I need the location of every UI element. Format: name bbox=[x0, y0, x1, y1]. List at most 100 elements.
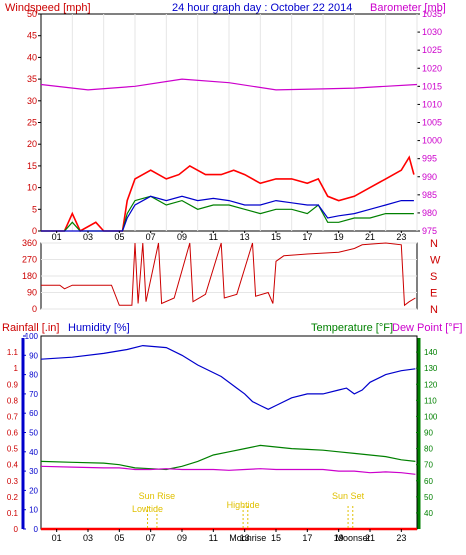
direction-tick-label: 270 bbox=[22, 255, 37, 265]
rain-tick-label: 0.3 bbox=[7, 477, 19, 486]
barometer-tick-label: 1020 bbox=[422, 63, 442, 73]
rain-tick-label: 0.5 bbox=[7, 445, 19, 454]
humidity-tick-label: 20 bbox=[29, 486, 38, 495]
wind-tick-label: 35 bbox=[27, 74, 37, 84]
barometer-tick-label: 1035 bbox=[422, 9, 442, 19]
climate-x-tick-label: 21 bbox=[365, 533, 375, 543]
wind-x-tick-label: 07 bbox=[146, 232, 156, 242]
temperature-line bbox=[40, 444, 416, 471]
rain-axis-label: Rainfall [.in] bbox=[2, 322, 59, 334]
wind-tick-label: 5 bbox=[32, 204, 37, 214]
rain-tick-label: 0.8 bbox=[7, 396, 19, 405]
barometer-tick-label: 990 bbox=[422, 172, 437, 182]
barometer-tick-label: 1000 bbox=[422, 136, 442, 146]
direction-series bbox=[41, 242, 416, 307]
climate-x-tick-label: 17 bbox=[302, 533, 312, 543]
climate-x-tick-label: 11 bbox=[209, 533, 218, 543]
wind-tick-label: 40 bbox=[27, 52, 37, 62]
wind-x-ticks: 01 03 05 07 09 11 13 15 17 19 21 23 bbox=[52, 231, 406, 242]
wind-y-ticks: 0 5 10 15 20 25 30 35 40 45 50 bbox=[27, 9, 41, 236]
humidity-tick-label: 90 bbox=[29, 351, 38, 360]
barometer-tick-label: 1005 bbox=[422, 118, 442, 128]
wind-tick-label: 15 bbox=[27, 161, 37, 171]
climate-x-tick-label: 13 bbox=[240, 533, 250, 543]
wind-axis-label: Windspeed [mph] bbox=[5, 2, 91, 14]
direction-compass-label: N bbox=[430, 304, 438, 316]
wind-tick-label: 45 bbox=[27, 31, 37, 41]
wind-x-tick-label: 05 bbox=[114, 232, 124, 242]
temperature-tick-label: 60 bbox=[424, 477, 433, 486]
humidity-tick-label: 10 bbox=[29, 506, 38, 515]
climate-plot-area bbox=[40, 335, 418, 530]
annotation-label: Hightide bbox=[227, 500, 260, 510]
wind-tick-label: 20 bbox=[27, 139, 37, 149]
barometer-y-ticks: 975 980 985 990 995 1000 1005 1010 1015 1020 1025 1… bbox=[417, 9, 442, 236]
humidity-tick-label: 40 bbox=[29, 448, 38, 457]
temperature-y-ticks: 40 50 60 70 80 90 100 110 120 130 140 bbox=[416, 348, 438, 518]
wind-tick-label: 0 bbox=[32, 226, 37, 236]
rain-tick-label: 0.2 bbox=[7, 493, 19, 502]
temperature-tick-label: 100 bbox=[424, 412, 438, 421]
wind-gridlines bbox=[71, 14, 418, 231]
annotation-label: Sun Rise bbox=[139, 491, 176, 501]
direction-compass-label: N bbox=[430, 238, 438, 250]
humidity-tick-label: 50 bbox=[29, 429, 38, 438]
rain-tick-label: 1 bbox=[14, 364, 19, 373]
wind-x-tick-label: 09 bbox=[177, 232, 187, 242]
temperature-tick-label: 140 bbox=[424, 348, 438, 357]
barometer-line bbox=[40, 78, 418, 91]
direction-compass-label: E bbox=[430, 288, 437, 300]
temperature-tick-label: 50 bbox=[424, 493, 433, 502]
climate-x-tick-label: 05 bbox=[114, 533, 124, 543]
temperature-tick-label: 80 bbox=[424, 445, 433, 454]
climate-x-ticks: 01 03 05 07 09 11 13 15 17 19 21 23 bbox=[52, 529, 406, 543]
barometer-tick-label: 995 bbox=[422, 154, 437, 164]
rain-tick-label: 0.6 bbox=[7, 429, 19, 438]
annotation-label: Moonrise bbox=[229, 533, 266, 543]
humidity-line bbox=[40, 344, 416, 410]
humidity-tick-label: 100 bbox=[25, 332, 39, 341]
barometer-tick-label: 1025 bbox=[422, 45, 442, 55]
barometer-tick-label: 980 bbox=[422, 208, 437, 218]
rain-tick-label: 1.1 bbox=[7, 348, 19, 357]
barometer-tick-label: 985 bbox=[422, 190, 437, 200]
climate-panel: Rainfall [.in] Humidity [%] Temperature … bbox=[2, 322, 462, 543]
rain-tick-label: 0.9 bbox=[7, 380, 19, 389]
barometer-tick-label: 975 bbox=[422, 226, 437, 236]
astronomy-annotations: Sun Rise Lowtide Hightide Moonrise Sun Set Mo… bbox=[132, 491, 371, 543]
humidity-tick-label: 30 bbox=[29, 467, 38, 476]
wind-tick-label: 25 bbox=[27, 118, 37, 128]
barometer-tick-label: 1010 bbox=[422, 99, 442, 109]
temperature-tick-label: 40 bbox=[424, 509, 433, 518]
climate-series bbox=[40, 344, 417, 531]
wind-x-tick-label: 01 bbox=[52, 232, 62, 242]
rain-tick-label: 0 bbox=[14, 525, 19, 534]
barometer-tick-label: 1015 bbox=[422, 81, 442, 91]
climate-x-tick-label: 03 bbox=[83, 533, 93, 543]
climate-x-tick-label: 19 bbox=[334, 533, 344, 543]
climate-x-tick-label: 09 bbox=[177, 533, 187, 543]
wind-x-tick-label: 03 bbox=[83, 232, 93, 242]
climate-x-tick-label: 01 bbox=[52, 533, 62, 543]
annotation-label: Lowtide bbox=[132, 504, 163, 514]
wind-tick-label: 30 bbox=[27, 96, 37, 106]
wind-tick-label: 50 bbox=[27, 9, 37, 19]
direction-gridlines bbox=[41, 242, 417, 310]
wind-chart-title: 24 hour graph day : October 22 2014 bbox=[172, 2, 352, 14]
wind-x-tick-label: 13 bbox=[240, 232, 250, 242]
humidity-tick-label: 60 bbox=[29, 409, 38, 418]
humidity-tick-label: 70 bbox=[29, 390, 38, 399]
humidity-axis-label: Humidity [%] bbox=[68, 322, 130, 334]
climate-x-tick-label: 15 bbox=[271, 533, 281, 543]
temperature-tick-label: 70 bbox=[424, 461, 433, 470]
wind-x-tick-label: 11 bbox=[209, 232, 218, 242]
avg-line bbox=[41, 195, 414, 232]
direction-tick-label: 360 bbox=[22, 238, 37, 248]
wind-x-tick-label: 19 bbox=[334, 232, 344, 242]
wind-tick-label: 10 bbox=[27, 183, 37, 193]
dewpoint-axis-label: Dew Point [°F] bbox=[392, 322, 462, 334]
temperature-tick-label: 120 bbox=[424, 380, 438, 389]
